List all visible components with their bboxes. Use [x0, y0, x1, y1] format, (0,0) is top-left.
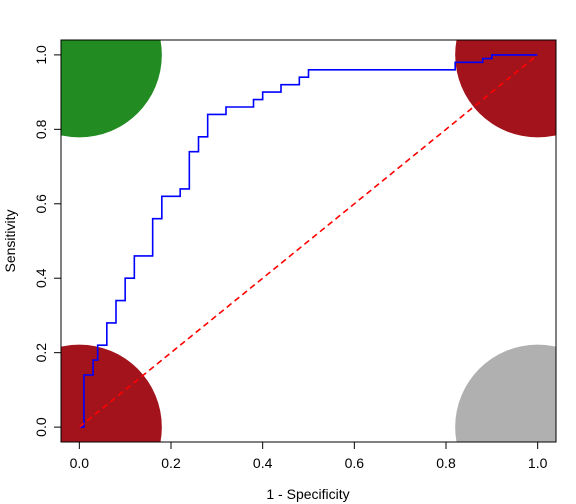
- plot-lines: [78, 54, 539, 428]
- x-axis: 0.0 0.2 0.4 0.6 0.8 1.0: [70, 441, 548, 471]
- x-tick-label: 0.2: [161, 455, 181, 471]
- y-axis: 0.0 0.2 0.4 0.6 0.8 1.0: [33, 45, 62, 437]
- x-tick-label: 0.4: [253, 455, 273, 471]
- corner-marker-top-right: [455, 40, 556, 138]
- x-tick-label: 1.0: [528, 455, 548, 471]
- y-tick-label: 0.6: [33, 194, 49, 214]
- y-axis-title: Sensitivity: [2, 209, 18, 272]
- corner-marker-bottom-right: [455, 344, 556, 442]
- corner-marker-bottom-left: [61, 344, 162, 442]
- y-tick-label: 1.0: [33, 45, 49, 65]
- y-tick-label: 0.4: [33, 268, 49, 288]
- y-tick-label: 0.2: [33, 343, 49, 363]
- x-axis-title: 1 - Specificity: [266, 486, 349, 502]
- reference-diagonal-line: [78, 54, 539, 428]
- x-tick-label: 0.6: [345, 455, 365, 471]
- x-tick-label: 0.0: [70, 455, 90, 471]
- x-tick-label: 0.8: [436, 455, 456, 471]
- roc-curve-line: [79, 54, 538, 428]
- corner-marker-top-left: [61, 40, 162, 138]
- y-tick-label: 0.0: [33, 417, 49, 437]
- y-tick-label: 0.8: [33, 119, 49, 139]
